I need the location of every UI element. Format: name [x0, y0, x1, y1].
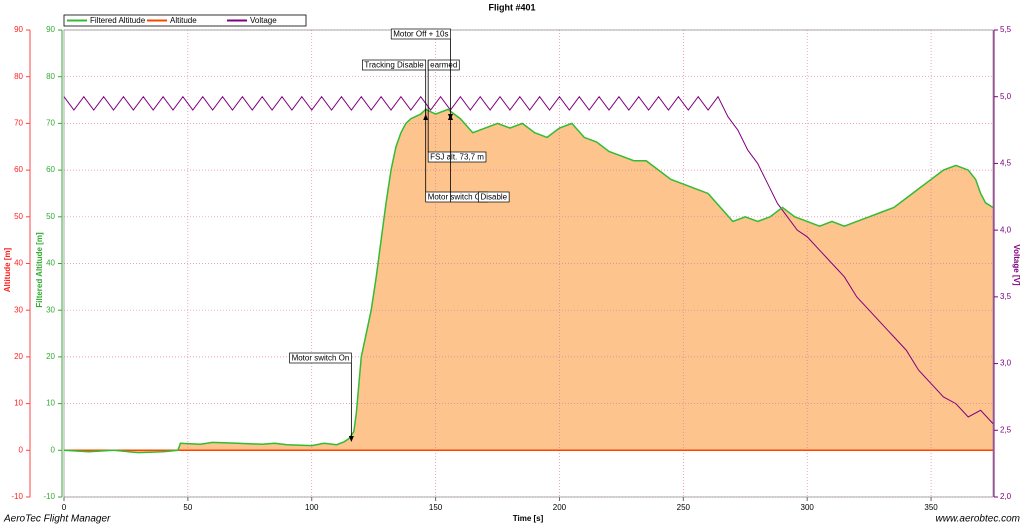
y-tick-label-filtered: 20 [46, 352, 55, 361]
x-tick-label: 50 [183, 503, 192, 512]
line [63, 108, 994, 454]
x-tick-label: 200 [553, 503, 567, 512]
y2-tick-label: 2,0 [1000, 492, 1012, 501]
y-tick-label: 0 [19, 445, 24, 454]
annotation: FSJ alt. 73,7 m [427, 108, 487, 163]
legend-label: Filtered Altitude [90, 16, 146, 25]
y-tick-label-filtered: 60 [46, 165, 55, 174]
annotation-label: Motor Off + 10s [393, 30, 448, 39]
annotation-label: earmed [430, 61, 457, 70]
legend-label: Voltage [250, 16, 277, 25]
x-tick-label: 0 [62, 503, 67, 512]
x-tick-label: 300 [801, 503, 815, 512]
legend-label: Altitude [170, 16, 197, 25]
x-tick-label: 100 [305, 503, 319, 512]
area [64, 109, 993, 453]
y-axis-label-filtered: Filtered Altitude [m] [35, 232, 44, 308]
y-tick-label-filtered: 70 [46, 119, 55, 128]
y-tick-label-filtered: 10 [46, 399, 55, 408]
y-tick-label: -10 [11, 492, 23, 501]
y-tick-label-filtered: -10 [43, 492, 55, 501]
annotation-label: Motor switch On [292, 354, 350, 363]
y2-tick-label: 3,0 [1000, 359, 1012, 368]
annotation-box [390, 28, 451, 40]
y2-tick-label: 2,5 [1000, 425, 1012, 434]
annotation: Motor Off + 10s [390, 28, 453, 120]
y-tick-label: 20 [14, 352, 23, 361]
y2-tick-label: 4,0 [1000, 225, 1012, 234]
y2-axis-label: Voltage [V] [1012, 244, 1021, 286]
annotation-box [427, 151, 487, 163]
annotation-box [362, 59, 427, 71]
y-tick-label: 30 [14, 305, 23, 314]
y2-tick-label: 3,5 [1000, 292, 1012, 301]
y2-tick-label: 5,0 [1000, 92, 1012, 101]
y-axis-label: Altitude [m] [3, 247, 12, 292]
footer-right: www.aerobtec.com [936, 514, 1020, 525]
annotation-arrow [348, 436, 354, 442]
y-tick-label: 10 [14, 399, 23, 408]
annotation-label: FSJ alt. 73,7 m [430, 153, 484, 162]
annotation-label: Disable [480, 193, 507, 202]
y2-tick-label: 5,5 [1000, 25, 1012, 34]
line [63, 95, 994, 424]
annotation: Disable [447, 114, 510, 203]
x-tick-label: 350 [924, 503, 938, 512]
annotation: Motor switch On [289, 352, 354, 442]
y-tick-label: 70 [14, 119, 23, 128]
y-tick-label-filtered: 30 [46, 305, 55, 314]
y2-tick-label: 4,5 [1000, 159, 1012, 168]
plot-frame [63, 29, 994, 498]
y-tick-label: 40 [14, 259, 23, 268]
annotation: Tracking Disable [362, 59, 429, 120]
annotation-label: Tracking Disable [364, 61, 424, 70]
x-tick-label: 250 [677, 503, 691, 512]
chart-title: Flight #401 [488, 2, 535, 12]
y-tick-label-filtered: 90 [46, 25, 55, 34]
y-tick-label: 60 [14, 165, 23, 174]
y-tick-label: 50 [14, 212, 23, 221]
y-tick-label-filtered: 0 [51, 445, 56, 454]
legend-box [63, 14, 307, 27]
annotation: earmed [427, 59, 460, 108]
annotation-arrow [447, 114, 453, 120]
x-tick-label: 150 [429, 503, 443, 512]
annotation-box [478, 191, 510, 203]
y-tick-label: 80 [14, 72, 23, 81]
y-tick-label: 90 [14, 25, 23, 34]
annotation-box [289, 352, 352, 364]
y-tick-label-filtered: 40 [46, 259, 55, 268]
y-tick-label-filtered: 50 [46, 212, 55, 221]
annotation-label: Motor switch Off [428, 193, 486, 202]
footer-left: AeroTec Flight Manager [3, 514, 111, 525]
x-axis-label: Time [s] [513, 514, 544, 523]
y-tick-label-filtered: 80 [46, 72, 55, 81]
legend: Filtered Altitude Altitude Voltage [63, 14, 307, 27]
